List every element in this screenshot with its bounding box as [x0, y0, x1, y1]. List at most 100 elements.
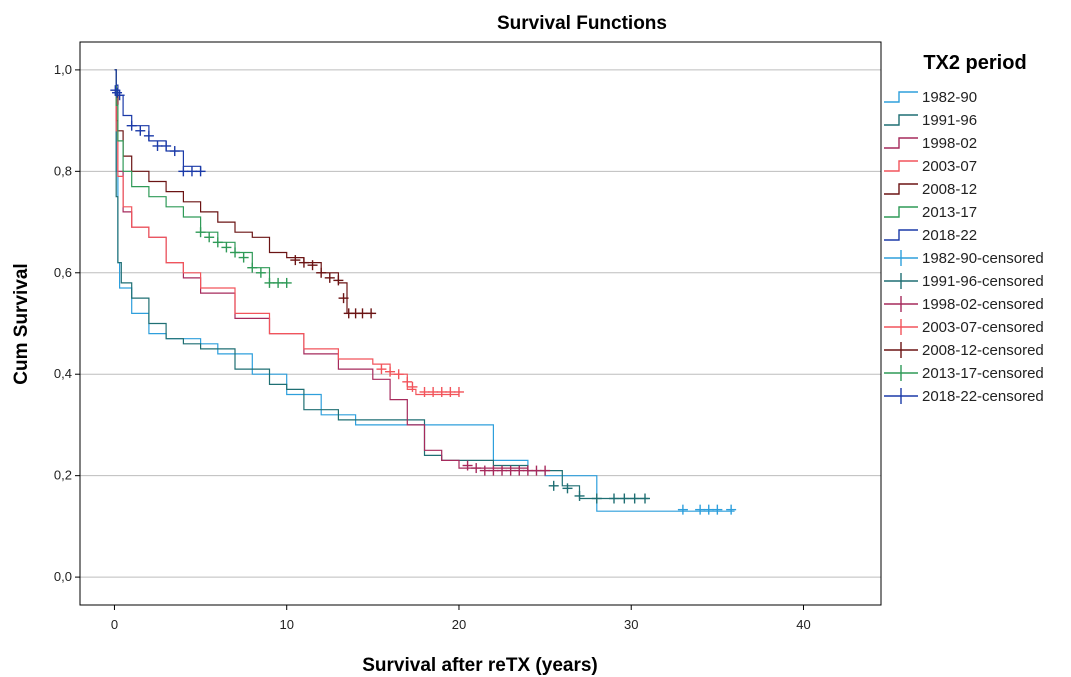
censor-mark-2008-12 — [307, 260, 318, 271]
censor-mark-2013-17 — [230, 247, 241, 258]
censor-mark-1982-90 — [726, 504, 737, 515]
legend-item: 2003-07 — [884, 158, 977, 175]
legend-swatch — [884, 365, 918, 381]
censor-mark-1998-02 — [540, 465, 551, 476]
censor-mark-2003-07 — [436, 386, 447, 397]
censor-mark-2008-12 — [333, 275, 344, 286]
legend-label: 2008-12 — [922, 181, 977, 198]
legend-label: 2003-07-censored — [922, 319, 1044, 336]
y-axis-ticks: 0,0 0,2 0,4 0,6 0,8 1,0 — [54, 62, 80, 584]
y-tick-label: 0,2 — [54, 468, 72, 483]
legend-label: 2013-17-censored — [922, 365, 1044, 382]
legend-item: 2013-17 — [884, 204, 977, 221]
legend-swatch — [884, 342, 918, 358]
legend-swatch — [884, 273, 918, 289]
legend-title: TX2 period — [923, 52, 1026, 74]
censor-mark-2013-17 — [264, 277, 275, 288]
legend-swatch — [884, 296, 918, 312]
censor-mark-2008-12 — [290, 255, 301, 266]
censor-mark-2003-07 — [445, 386, 456, 397]
censor-mark-2018-22 — [169, 146, 180, 157]
legend-item: 2018-22-censored — [884, 388, 1044, 405]
censor-mark-2003-07 — [419, 386, 430, 397]
legend-label: 1982-90-censored — [922, 250, 1044, 267]
censor-mark-2018-22 — [178, 166, 189, 177]
censor-mark-1998-02 — [514, 465, 525, 476]
censor-mark-2008-12 — [298, 257, 309, 268]
y-tick-label: 0,4 — [54, 366, 72, 381]
censor-mark-2008-12 — [316, 267, 327, 278]
censor-mark-2003-07 — [428, 386, 439, 397]
censor-mark-2013-17 — [238, 252, 249, 263]
legend-label: 2003-07 — [922, 158, 977, 175]
censor-mark-2018-22 — [143, 130, 154, 141]
x-tick-label: 40 — [796, 617, 810, 632]
censor-mark-1991-96 — [574, 490, 585, 501]
survival-curves — [114, 69, 735, 512]
y-tick-label: 0,6 — [54, 265, 72, 280]
legend-swatch — [884, 206, 918, 218]
legend-swatch — [884, 183, 918, 195]
legend-swatch — [884, 388, 918, 404]
curve-2013-17 — [114, 69, 287, 284]
censor-mark-1998-02 — [462, 460, 473, 471]
censor-mark-1998-02 — [531, 465, 542, 476]
curve-1998-02 — [114, 69, 546, 472]
censor-mark-2013-17 — [212, 237, 223, 248]
censor-mark-1991-96 — [640, 493, 651, 504]
censor-mark-2003-07 — [376, 364, 387, 375]
x-axis-title: Survival after reTX (years) — [362, 655, 598, 676]
censor-mark-2013-17 — [247, 262, 258, 273]
censor-mark-1991-96 — [619, 493, 630, 504]
legend-item: 2013-17-censored — [884, 365, 1044, 382]
legend-item: 1998-02 — [884, 135, 977, 152]
legend-item: 2008-12 — [884, 181, 977, 198]
y-tick-label: 0,0 — [54, 569, 72, 584]
censor-mark-1991-96 — [629, 493, 640, 504]
censor-mark-1991-96 — [591, 493, 602, 504]
censor-mark-2003-07 — [453, 386, 464, 397]
legend-item: 2003-07-censored — [884, 319, 1044, 336]
legend-swatch — [884, 250, 918, 266]
curve-1991-96 — [114, 69, 649, 500]
legend-label: 2008-12-censored — [922, 342, 1044, 359]
legend-swatch — [884, 137, 918, 149]
censor-mark-2018-22 — [126, 120, 137, 131]
censor-mark-1998-02 — [522, 465, 533, 476]
legend-item: 2018-22 — [884, 227, 977, 244]
grid-lines — [80, 69, 881, 578]
censor-mark-2018-22 — [135, 125, 146, 136]
legend-item: 2008-12-censored — [884, 342, 1044, 359]
censor-mark-2013-17 — [281, 277, 292, 288]
censor-mark-2013-17 — [255, 267, 266, 278]
censor-mark-2008-12 — [366, 308, 377, 319]
censor-mark-2013-17 — [273, 277, 284, 288]
legend-swatch — [884, 229, 918, 241]
legend-swatch — [884, 319, 918, 335]
censor-mark-2008-12 — [357, 308, 368, 319]
censor-mark-2018-22 — [186, 166, 197, 177]
censor-mark-1991-96 — [562, 483, 573, 494]
legend-item: 1998-02-censored — [884, 296, 1044, 313]
censor-mark-2018-22 — [110, 85, 121, 96]
legend-swatch — [884, 114, 918, 126]
censor-mark-1982-90 — [712, 504, 723, 515]
curve-2003-07 — [114, 69, 459, 396]
censor-mark-1998-02 — [505, 465, 516, 476]
legend-swatch — [884, 91, 918, 103]
censor-mark-1998-02 — [497, 465, 508, 476]
legend-item: 1982-90-censored — [884, 250, 1044, 267]
censor-mark-2013-17 — [195, 227, 206, 238]
x-tick-label: 30 — [624, 617, 638, 632]
censor-mark-2018-22 — [112, 87, 123, 98]
censor-mark-1998-02 — [488, 465, 499, 476]
censor-mark-2003-07 — [385, 366, 396, 377]
curve-2008-12 — [114, 69, 373, 314]
censor-mark-2008-12 — [338, 293, 349, 304]
y-tick-label: 0,8 — [54, 163, 72, 178]
censor-mark-2018-22 — [114, 90, 125, 101]
x-tick-label: 10 — [279, 617, 293, 632]
censor-mark-2003-07 — [407, 381, 418, 392]
censor-mark-2003-07 — [402, 376, 413, 387]
legend-label: 1991-96-censored — [922, 273, 1044, 290]
